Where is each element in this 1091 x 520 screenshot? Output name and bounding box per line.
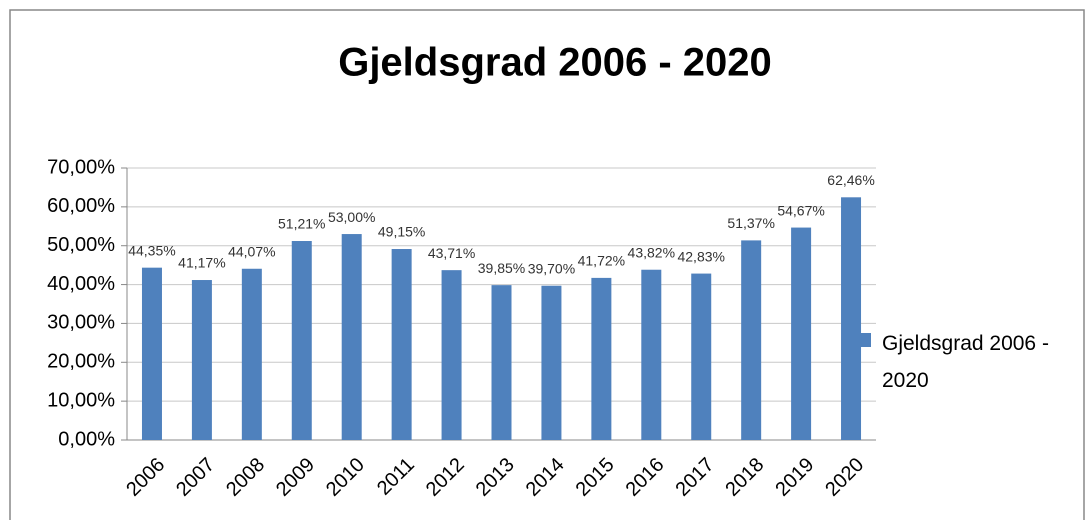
- bar: [341, 234, 362, 440]
- legend-label: Gjeldsgrad 2006 - 2020: [882, 332, 1049, 392]
- data-label: 44,35%: [128, 242, 175, 258]
- y-tick-label: 50,00%: [47, 234, 115, 256]
- bar: [741, 240, 762, 440]
- bar: [191, 280, 212, 440]
- data-label: 39,70%: [528, 260, 575, 276]
- data-label: 51,21%: [278, 216, 325, 232]
- y-tick-label: 0,00%: [58, 428, 115, 450]
- bar: [241, 268, 262, 440]
- data-label: 43,71%: [428, 245, 475, 261]
- y-tick-label: 60,00%: [47, 195, 115, 217]
- data-label: 41,17%: [178, 255, 225, 271]
- bar: [591, 277, 612, 440]
- bar: [141, 267, 162, 440]
- bar: [841, 197, 862, 440]
- bar: [291, 241, 312, 440]
- data-label: 49,15%: [378, 224, 425, 240]
- data-label: 54,67%: [777, 202, 824, 218]
- data-label: 39,85%: [478, 260, 525, 276]
- data-label: 41,72%: [578, 253, 625, 269]
- bar: [791, 227, 812, 440]
- data-label: 53,00%: [328, 209, 375, 225]
- data-label: 44,07%: [228, 243, 275, 259]
- data-label: 43,82%: [628, 244, 675, 260]
- bar: [641, 269, 662, 440]
- data-label: 62,46%: [827, 172, 874, 188]
- bar: [441, 270, 462, 440]
- chart-title: Gjeldsgrad 2006 - 2020: [338, 41, 772, 85]
- y-tick-label: 40,00%: [47, 273, 115, 295]
- data-label: 42,83%: [677, 248, 724, 264]
- y-tick-label: 70,00%: [47, 156, 115, 178]
- bar: [491, 285, 512, 440]
- bar: [391, 249, 412, 440]
- bar: [691, 273, 712, 440]
- y-tick-label: 20,00%: [47, 351, 115, 373]
- y-tick-label: 10,00%: [47, 389, 115, 411]
- bar: [541, 285, 562, 440]
- data-label: 51,37%: [727, 215, 774, 231]
- y-tick-label: 30,00%: [47, 312, 115, 334]
